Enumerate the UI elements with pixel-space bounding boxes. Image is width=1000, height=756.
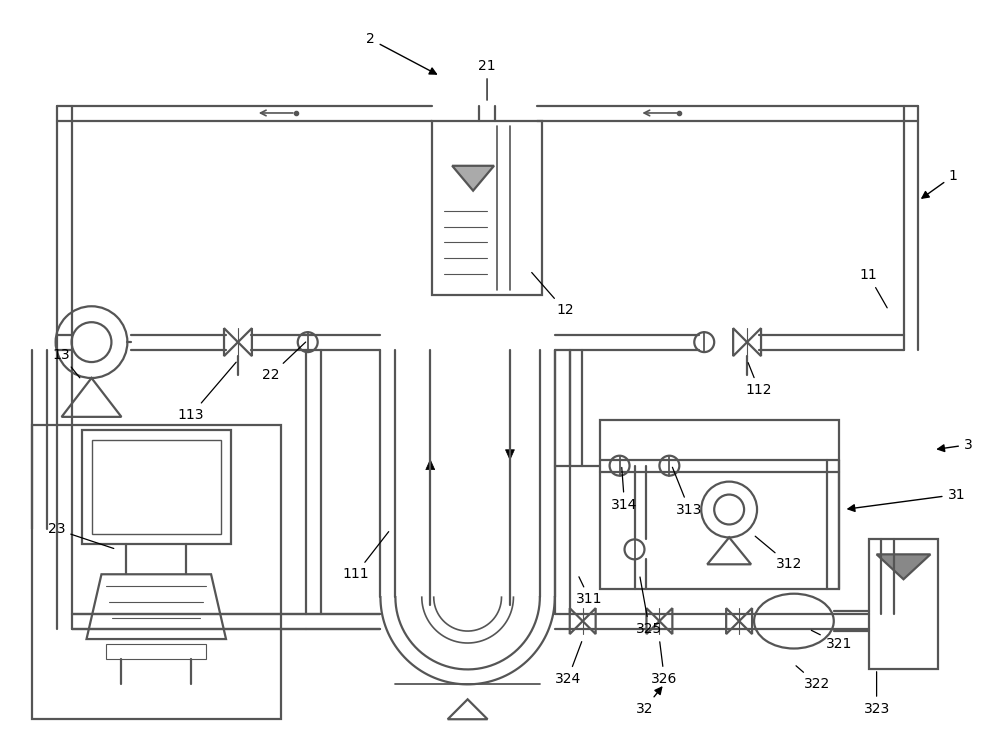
Polygon shape (726, 608, 739, 634)
Text: 31: 31 (848, 488, 965, 511)
Circle shape (701, 482, 757, 538)
Bar (82, 430, 231, 544)
Polygon shape (739, 608, 752, 634)
Text: 3: 3 (938, 438, 973, 452)
Text: 1: 1 (922, 169, 958, 198)
Polygon shape (238, 328, 252, 356)
Bar (600, 420, 839, 589)
Text: 113: 113 (178, 362, 236, 422)
Text: 12: 12 (532, 272, 574, 318)
Circle shape (694, 332, 714, 352)
Text: 321: 321 (811, 631, 852, 651)
Polygon shape (583, 608, 596, 634)
Bar (432, 121, 542, 296)
Circle shape (659, 456, 679, 476)
Polygon shape (426, 460, 435, 469)
Polygon shape (646, 608, 659, 634)
Bar (869, 539, 938, 669)
Polygon shape (452, 166, 494, 191)
Polygon shape (448, 699, 488, 719)
Text: 111: 111 (342, 531, 389, 581)
Circle shape (625, 539, 644, 559)
Polygon shape (733, 328, 747, 356)
Polygon shape (224, 328, 238, 356)
Ellipse shape (754, 593, 834, 649)
Text: 325: 325 (636, 577, 663, 636)
Polygon shape (659, 608, 672, 634)
Text: 324: 324 (555, 642, 582, 686)
Polygon shape (747, 328, 761, 356)
Text: 23: 23 (48, 522, 114, 549)
Text: 22: 22 (262, 342, 306, 382)
Text: 13: 13 (53, 348, 80, 378)
Text: 322: 322 (796, 666, 830, 691)
Text: 21: 21 (478, 59, 496, 101)
Text: 311: 311 (576, 577, 603, 606)
Circle shape (298, 332, 318, 352)
Circle shape (56, 306, 127, 378)
Circle shape (72, 322, 111, 362)
Text: 112: 112 (746, 363, 772, 397)
Polygon shape (505, 450, 514, 460)
Circle shape (714, 494, 744, 525)
Polygon shape (570, 608, 583, 634)
Bar (92, 440, 221, 534)
Bar (32, 425, 281, 719)
Text: 11: 11 (860, 268, 887, 308)
Text: 323: 323 (863, 671, 890, 716)
Polygon shape (707, 538, 751, 564)
Text: 2: 2 (366, 33, 436, 74)
Text: 32: 32 (636, 687, 662, 716)
Polygon shape (62, 378, 121, 417)
Text: 313: 313 (672, 467, 702, 516)
Bar (106, 644, 206, 659)
Text: 312: 312 (755, 536, 802, 572)
Text: 314: 314 (611, 467, 638, 512)
Circle shape (610, 456, 630, 476)
Polygon shape (877, 554, 930, 579)
Text: 326: 326 (651, 642, 678, 686)
Polygon shape (87, 575, 226, 639)
